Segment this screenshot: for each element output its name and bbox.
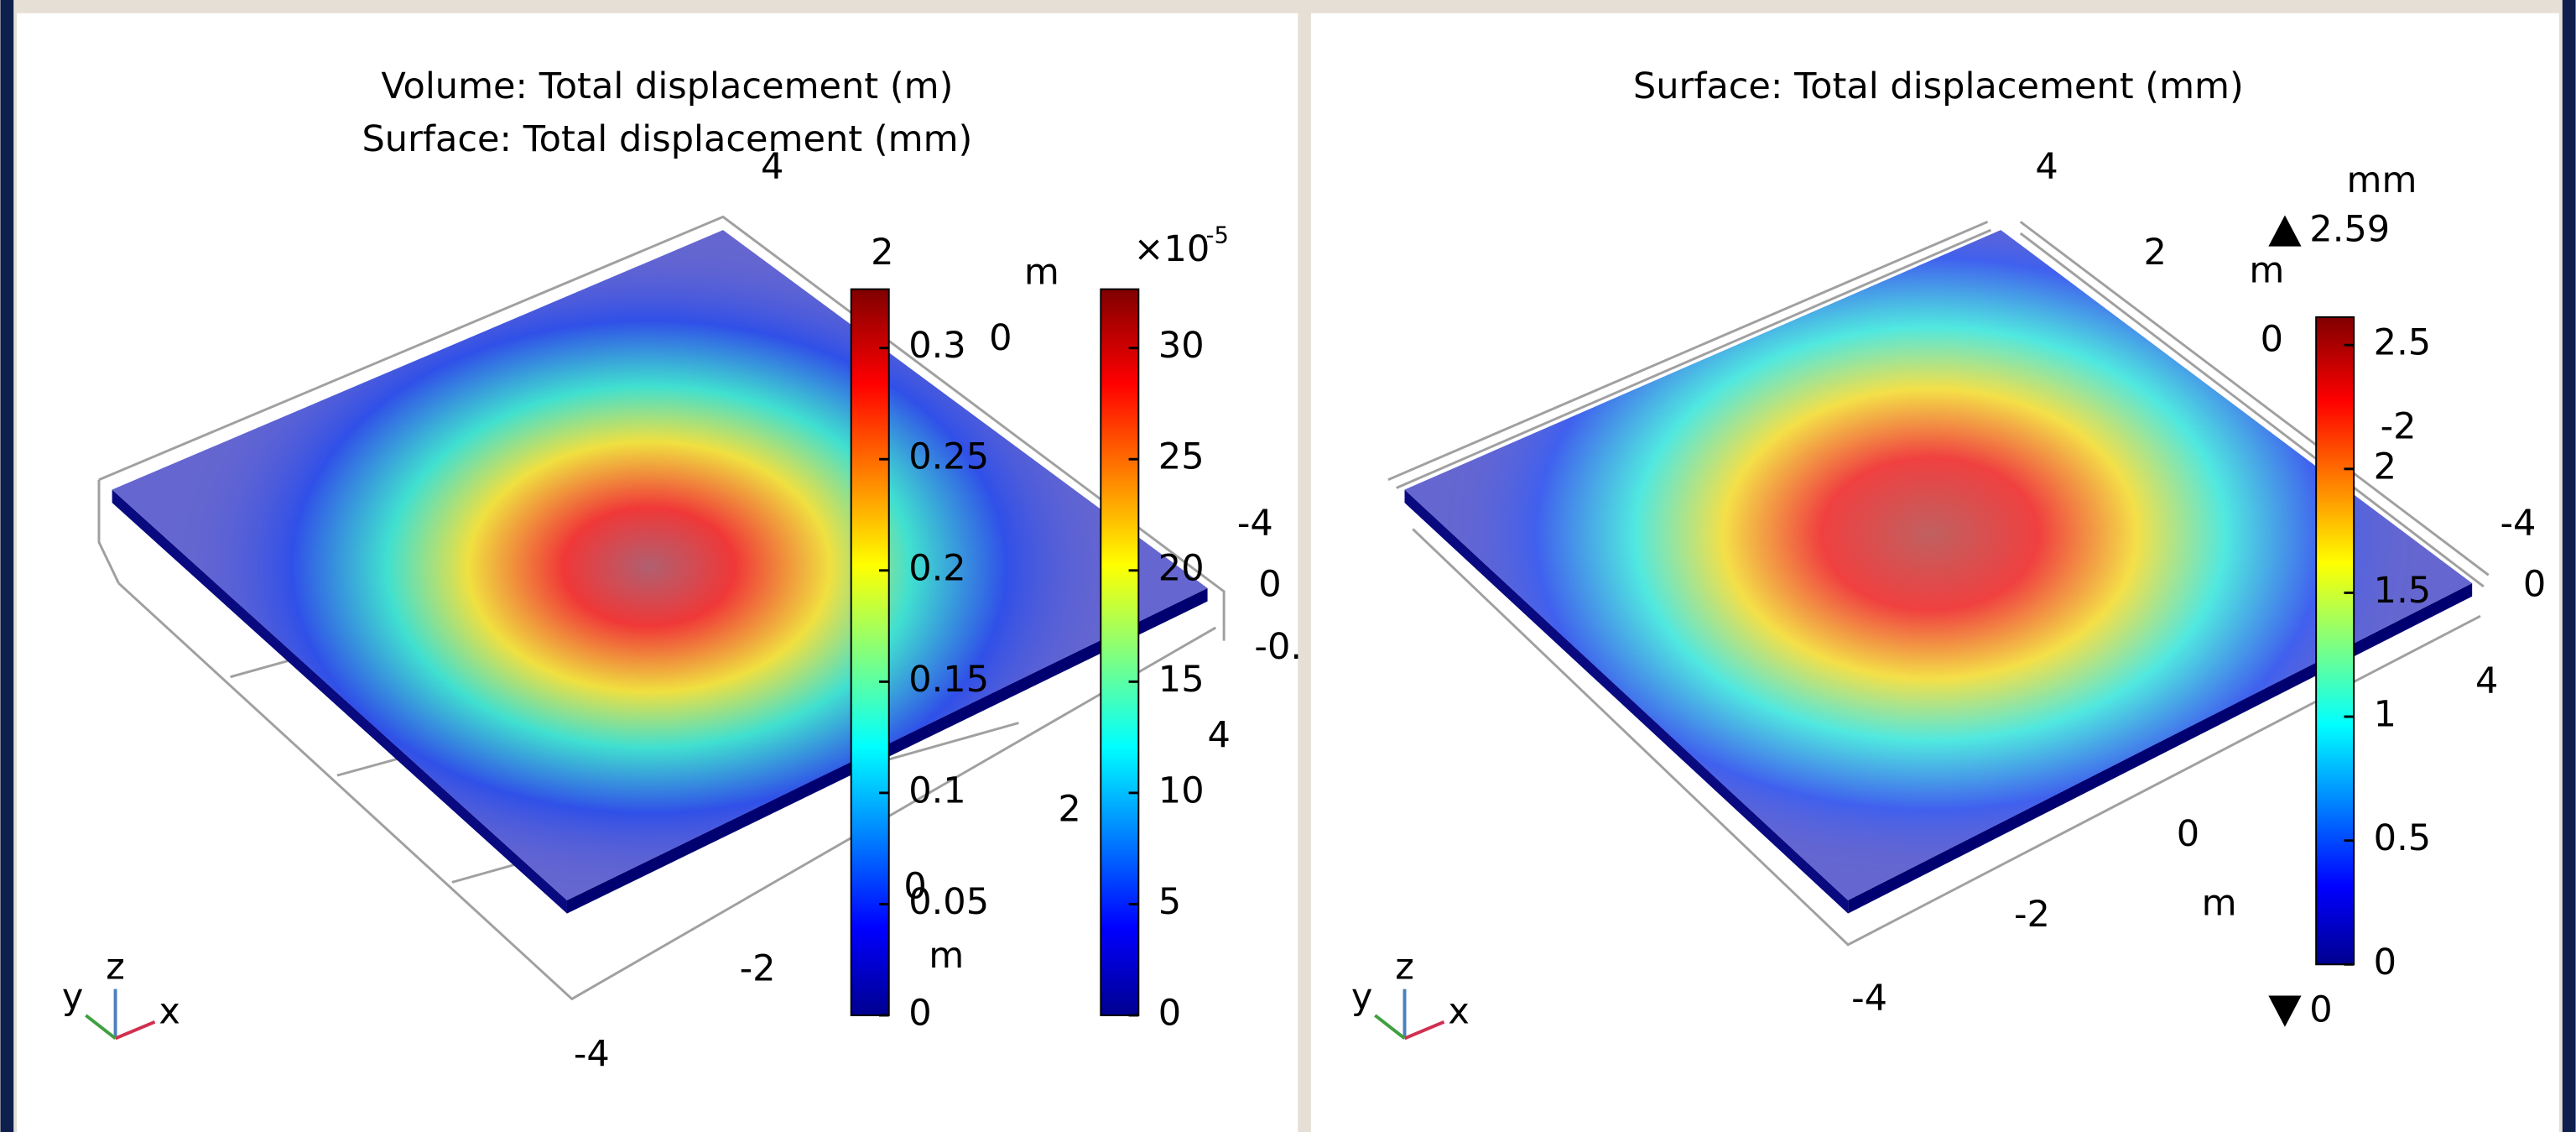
screen: 2.59 0 mm ×10 -5 z y x z y x Volume: Tot… xyxy=(0,0,2576,1132)
axis-label: 2 xyxy=(2144,232,2167,274)
axis-label: 0 xyxy=(2523,563,2546,605)
triad-label: z xyxy=(106,947,125,989)
colorbar-tick-label: 15 xyxy=(1158,659,1205,701)
axis-label: 0 xyxy=(2177,813,2199,855)
axis-label: -4 xyxy=(1851,978,1887,1020)
colorbar-tick-label: 1 xyxy=(2374,694,2396,736)
axis-label: -4 xyxy=(1237,503,1273,545)
colorbar-tick-label: 0.25 xyxy=(908,436,989,478)
axis-label: -2 xyxy=(2014,894,2050,936)
colorbar-tick-label: 0 xyxy=(2374,942,2396,983)
colorbar-tick-label: 0 xyxy=(1158,992,1181,1034)
axis-label: m xyxy=(2249,250,2284,292)
axis-label: -0. xyxy=(1254,626,1302,668)
min-label: 0 xyxy=(2309,989,2332,1031)
axis-label: 0 xyxy=(989,317,1012,359)
max-label: 2.59 xyxy=(2309,209,2390,251)
colorbar-tick-label: 30 xyxy=(1158,325,1205,367)
triad-label: x xyxy=(1448,991,1469,1033)
colorbar-tick-label: 5 xyxy=(1158,881,1181,923)
colorbar-multiplier: ×10 xyxy=(1133,228,1210,270)
colorbar-tick-label: 0.15 xyxy=(908,659,989,701)
axis-label: 2 xyxy=(871,232,893,274)
axis-label: 4 xyxy=(2475,660,2498,702)
plot-title: Surface: Total displacement (mm) xyxy=(1633,65,2244,107)
window-edge xyxy=(0,0,13,1132)
colorbar-unit: mm xyxy=(2347,159,2417,201)
colorbar-tick-label: 0.5 xyxy=(2374,817,2431,859)
colorbar-tick-label: 0.1 xyxy=(908,769,965,811)
axis-label: -4 xyxy=(2501,503,2537,545)
colorbar-tick-label: 0.3 xyxy=(908,325,965,367)
axis-label: -2 xyxy=(740,948,776,990)
axis-label: 0 xyxy=(1258,563,1281,605)
colorbar-tick-label: 10 xyxy=(1158,769,1205,811)
colorbar-tick-label: 25 xyxy=(1158,436,1205,478)
axis-label: m xyxy=(1024,251,1059,293)
colorbar-tick-label: 2.5 xyxy=(2374,322,2431,364)
triad-label: x xyxy=(159,991,180,1033)
axis-label: m xyxy=(929,935,964,977)
colorbar xyxy=(851,290,889,1015)
axis-label: -2 xyxy=(2381,406,2417,448)
colorbar xyxy=(2316,317,2354,964)
axis-label: -4 xyxy=(574,1033,610,1075)
colorbar-exponent: -5 xyxy=(1206,222,1229,248)
colorbar-tick-label: 1.5 xyxy=(2374,570,2431,612)
window-edge xyxy=(2563,0,2576,1132)
colorbar xyxy=(1101,290,1138,1015)
triad-label: y xyxy=(1351,976,1372,1018)
axis-label: 2 xyxy=(1058,789,1080,831)
colorbar-tick-label: 0.05 xyxy=(908,881,989,923)
triad-label: z xyxy=(1395,947,1414,989)
axis-label: m xyxy=(2202,882,2237,924)
colorbar-tick-label: 20 xyxy=(1158,547,1205,589)
axis-label: 4 xyxy=(2035,146,2058,188)
axis-label: 4 xyxy=(761,146,783,188)
plot-title: Surface: Total displacement (mm) xyxy=(362,118,972,160)
axis-label: 4 xyxy=(1208,715,1231,757)
colorbar-tick-label: 0 xyxy=(908,992,931,1034)
colorbar-tick-label: 2 xyxy=(2374,446,2396,488)
axis-label: 0 xyxy=(2261,319,2283,361)
plot-title: Volume: Total displacement (m) xyxy=(381,65,953,107)
triad-label: y xyxy=(62,976,83,1018)
colorbar-tick-label: 0.2 xyxy=(908,547,965,589)
